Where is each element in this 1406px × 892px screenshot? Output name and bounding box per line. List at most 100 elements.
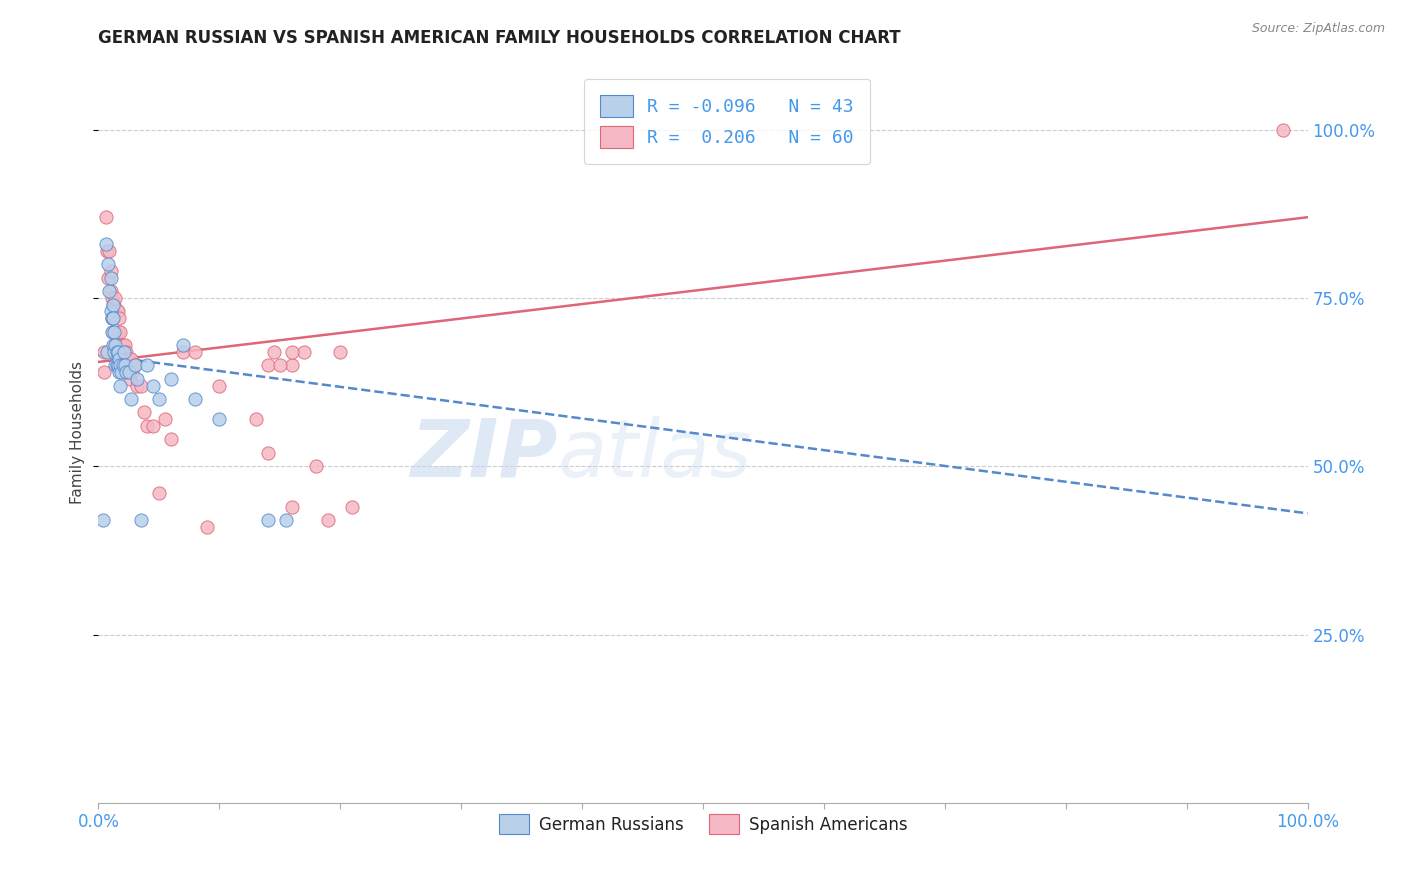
- Point: [129, 378, 152, 392]
- Point: [281, 500, 304, 514]
- Point: [129, 513, 152, 527]
- Point: [114, 338, 136, 352]
- Point: [97, 257, 120, 271]
- Point: [172, 344, 194, 359]
- Point: [305, 459, 328, 474]
- Point: [105, 304, 128, 318]
- Point: [142, 418, 165, 433]
- Point: [134, 405, 156, 419]
- Point: [108, 311, 131, 326]
- Point: [135, 418, 157, 433]
- Point: [108, 325, 131, 339]
- Point: [108, 351, 131, 366]
- Point: [100, 304, 122, 318]
- Point: [108, 365, 131, 379]
- Point: [118, 351, 141, 366]
- Point: [105, 338, 128, 352]
- Text: Source: ZipAtlas.com: Source: ZipAtlas.com: [1251, 22, 1385, 36]
- Point: [100, 285, 122, 299]
- Point: [184, 344, 207, 359]
- Point: [160, 372, 183, 386]
- Point: [105, 359, 128, 373]
- Point: [111, 338, 134, 352]
- Point: [115, 344, 138, 359]
- Point: [96, 244, 118, 258]
- Point: [112, 351, 135, 366]
- Point: [100, 311, 122, 326]
- Point: [111, 359, 134, 373]
- Point: [142, 378, 165, 392]
- Point: [112, 344, 135, 359]
- Point: [281, 344, 304, 359]
- Point: [135, 359, 157, 373]
- Point: [103, 325, 125, 339]
- Point: [153, 412, 176, 426]
- Point: [94, 211, 117, 225]
- Point: [107, 344, 129, 359]
- Point: [100, 291, 122, 305]
- Point: [172, 338, 194, 352]
- Point: [100, 311, 122, 326]
- Point: [104, 338, 127, 352]
- Point: [281, 359, 304, 373]
- Point: [120, 351, 142, 366]
- Y-axis label: Family Households: Family Households: [70, 361, 86, 504]
- Point: [110, 365, 132, 379]
- Point: [93, 344, 115, 359]
- Point: [208, 412, 231, 426]
- Text: ZIP: ZIP: [411, 416, 558, 494]
- Point: [118, 372, 141, 386]
- Point: [108, 344, 131, 359]
- Point: [118, 365, 141, 379]
- Point: [184, 392, 207, 406]
- Point: [263, 344, 285, 359]
- Point: [160, 433, 183, 447]
- Point: [120, 392, 142, 406]
- Point: [104, 291, 127, 305]
- Point: [98, 285, 121, 299]
- Point: [1272, 122, 1295, 136]
- Legend: German Russians, Spanish Americans: German Russians, Spanish Americans: [491, 805, 915, 843]
- Point: [256, 513, 278, 527]
- Point: [94, 237, 117, 252]
- Point: [101, 325, 124, 339]
- Point: [208, 378, 231, 392]
- Point: [100, 325, 122, 339]
- Point: [245, 412, 267, 426]
- Point: [148, 486, 170, 500]
- Point: [316, 513, 339, 527]
- Point: [101, 298, 124, 312]
- Point: [124, 359, 146, 373]
- Point: [101, 298, 124, 312]
- Point: [127, 378, 149, 392]
- Point: [108, 378, 131, 392]
- Point: [342, 500, 364, 514]
- Point: [101, 338, 124, 352]
- Point: [107, 304, 129, 318]
- Point: [256, 446, 278, 460]
- Point: [269, 359, 291, 373]
- Point: [103, 298, 125, 312]
- Point: [124, 359, 146, 373]
- Point: [108, 359, 131, 373]
- Point: [121, 365, 143, 379]
- Point: [115, 365, 138, 379]
- Point: [91, 513, 114, 527]
- Point: [107, 325, 129, 339]
- Point: [274, 513, 297, 527]
- Point: [110, 338, 132, 352]
- Point: [104, 338, 127, 352]
- Point: [98, 244, 121, 258]
- Point: [93, 365, 115, 379]
- Point: [256, 359, 278, 373]
- Point: [100, 270, 122, 285]
- Point: [104, 359, 127, 373]
- Point: [103, 344, 125, 359]
- Point: [96, 344, 118, 359]
- Point: [100, 264, 122, 278]
- Point: [114, 359, 136, 373]
- Point: [114, 365, 136, 379]
- Point: [105, 344, 128, 359]
- Point: [97, 270, 120, 285]
- Point: [292, 344, 315, 359]
